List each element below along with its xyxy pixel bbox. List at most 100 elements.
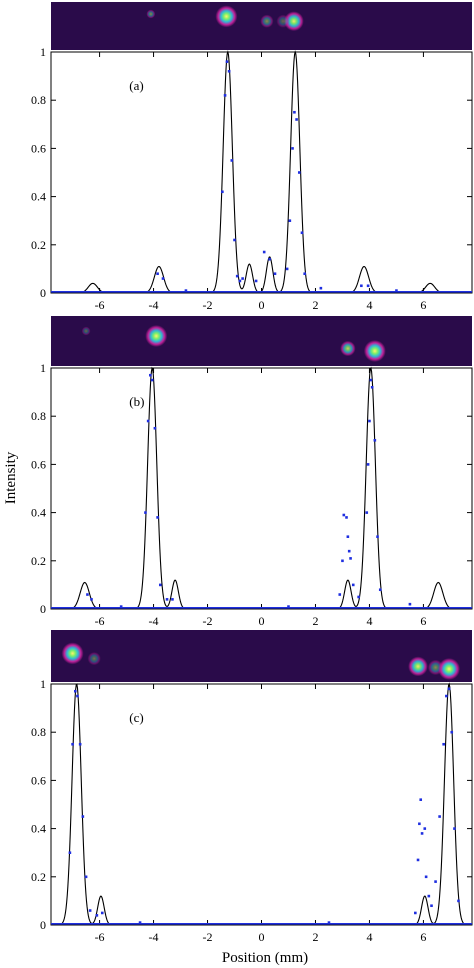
camera-image-background bbox=[51, 316, 472, 366]
measured-point bbox=[221, 190, 224, 194]
beam-spot-3 bbox=[260, 14, 274, 28]
x-tick-label: -2 bbox=[203, 614, 213, 628]
beam-spot-5 bbox=[276, 14, 290, 28]
measured-point bbox=[81, 815, 85, 818]
theory-curve bbox=[51, 682, 472, 926]
measured-point bbox=[262, 250, 266, 254]
y-tick-label: 0.2 bbox=[31, 238, 46, 252]
measured-point bbox=[146, 419, 150, 423]
measured-point bbox=[171, 598, 174, 601]
measured-point bbox=[342, 513, 346, 517]
measured-point bbox=[420, 832, 424, 835]
x-tick-label: 4 bbox=[366, 930, 372, 944]
measured-point bbox=[225, 60, 229, 63]
y-tick-label: 0.6 bbox=[31, 457, 46, 471]
panels: 0 0.2 0.4 0.6 0.8 1 -6 -4 -2 0 2 4 6 (a) 0 0.2 0.4 0.6 0.8… bbox=[31, 2, 473, 944]
measured-point bbox=[285, 267, 289, 271]
measured-point bbox=[414, 911, 417, 915]
measured-point bbox=[153, 426, 157, 430]
beam-spot-4 bbox=[283, 11, 304, 32]
measured-point bbox=[447, 687, 451, 691]
measured-point bbox=[95, 914, 99, 917]
x-tick-label: -4 bbox=[149, 298, 159, 312]
measured-point bbox=[293, 110, 296, 114]
measured-point bbox=[233, 238, 236, 242]
measured-point bbox=[227, 69, 231, 73]
camera-image-background bbox=[51, 630, 472, 682]
y-tick-label: 0.8 bbox=[31, 93, 46, 107]
camera-image-strip bbox=[51, 630, 472, 682]
measured-point bbox=[351, 583, 355, 587]
beam-spot-2 bbox=[215, 5, 238, 28]
camera-image-background bbox=[51, 2, 472, 50]
y-tick-label: 0.2 bbox=[31, 870, 46, 884]
measured-point bbox=[430, 904, 433, 908]
measured-point bbox=[341, 559, 344, 563]
measured-point bbox=[419, 798, 423, 801]
measured-point bbox=[450, 730, 454, 734]
measured-point bbox=[223, 94, 227, 97]
beam-spot-5 bbox=[438, 658, 461, 680]
measured-point bbox=[418, 822, 421, 826]
measured-point bbox=[84, 875, 88, 879]
measured-point bbox=[395, 289, 398, 292]
plot-frame bbox=[50, 683, 473, 926]
measured-point bbox=[408, 602, 412, 606]
measured-point bbox=[327, 921, 331, 924]
measured-point bbox=[303, 272, 306, 276]
measured-point bbox=[445, 694, 448, 698]
x-tick-label: -6 bbox=[95, 614, 105, 628]
x-tick-label: 0 bbox=[259, 930, 265, 944]
y-tick-label: 0.4 bbox=[31, 190, 46, 204]
measured-point bbox=[442, 742, 445, 746]
measured-point bbox=[366, 284, 370, 288]
measured-point bbox=[268, 257, 271, 261]
measured-point bbox=[349, 557, 352, 560]
x-tick-label: -4 bbox=[149, 930, 159, 944]
beam-spot-4 bbox=[363, 340, 386, 362]
measured-point bbox=[90, 598, 93, 601]
beam-spot-3 bbox=[408, 656, 428, 677]
panel-2: 0 0.2 0.4 0.6 0.8 1 -6 -4 -2 0 2 4 6 (b) bbox=[31, 316, 473, 628]
x-tick-label: 2 bbox=[312, 930, 318, 944]
measured-point bbox=[373, 439, 377, 442]
measured-point bbox=[86, 593, 89, 596]
measured-point bbox=[347, 549, 351, 553]
y-tick-label: 1 bbox=[40, 361, 46, 375]
measured-point bbox=[457, 899, 460, 903]
measured-point bbox=[423, 827, 427, 830]
measured-point bbox=[378, 588, 382, 592]
y-tick-label: 0 bbox=[40, 602, 46, 616]
y-tick-label: 0.6 bbox=[31, 141, 46, 155]
measured-point bbox=[295, 118, 298, 121]
x-tick-label: 6 bbox=[420, 930, 426, 944]
panel-3: 0 0.2 0.4 0.6 0.8 1 -6 -4 -2 0 2 4 6 (c) bbox=[31, 630, 473, 944]
measured-point bbox=[138, 921, 142, 924]
measured-point bbox=[366, 463, 370, 466]
measured-point bbox=[288, 219, 292, 222]
x-tick-label: 0 bbox=[259, 614, 265, 628]
measured-point bbox=[156, 272, 159, 276]
measured-point bbox=[434, 880, 437, 883]
measured-point bbox=[427, 894, 431, 898]
y-tick-label: 1 bbox=[40, 677, 46, 691]
theory-curve bbox=[51, 366, 472, 610]
x-tick-label: 2 bbox=[312, 614, 318, 628]
measured-point bbox=[319, 286, 323, 290]
y-tick-label: 0.8 bbox=[31, 409, 46, 423]
y-tick-label: 0.4 bbox=[31, 506, 46, 520]
beam-spot-2 bbox=[87, 652, 101, 666]
y-tick-label: 0 bbox=[40, 918, 46, 932]
y-tick-label: 1 bbox=[40, 45, 46, 59]
beam-spot-1 bbox=[146, 9, 156, 19]
beam-spot-1 bbox=[81, 326, 91, 336]
measured-point bbox=[158, 583, 162, 587]
x-tick-label: -2 bbox=[203, 298, 213, 312]
x-tick-label: 2 bbox=[312, 298, 318, 312]
measured-point bbox=[71, 742, 74, 746]
measured-point bbox=[424, 875, 428, 879]
measured-point bbox=[357, 595, 360, 599]
measured-point bbox=[376, 535, 379, 538]
measured-point bbox=[346, 535, 350, 538]
